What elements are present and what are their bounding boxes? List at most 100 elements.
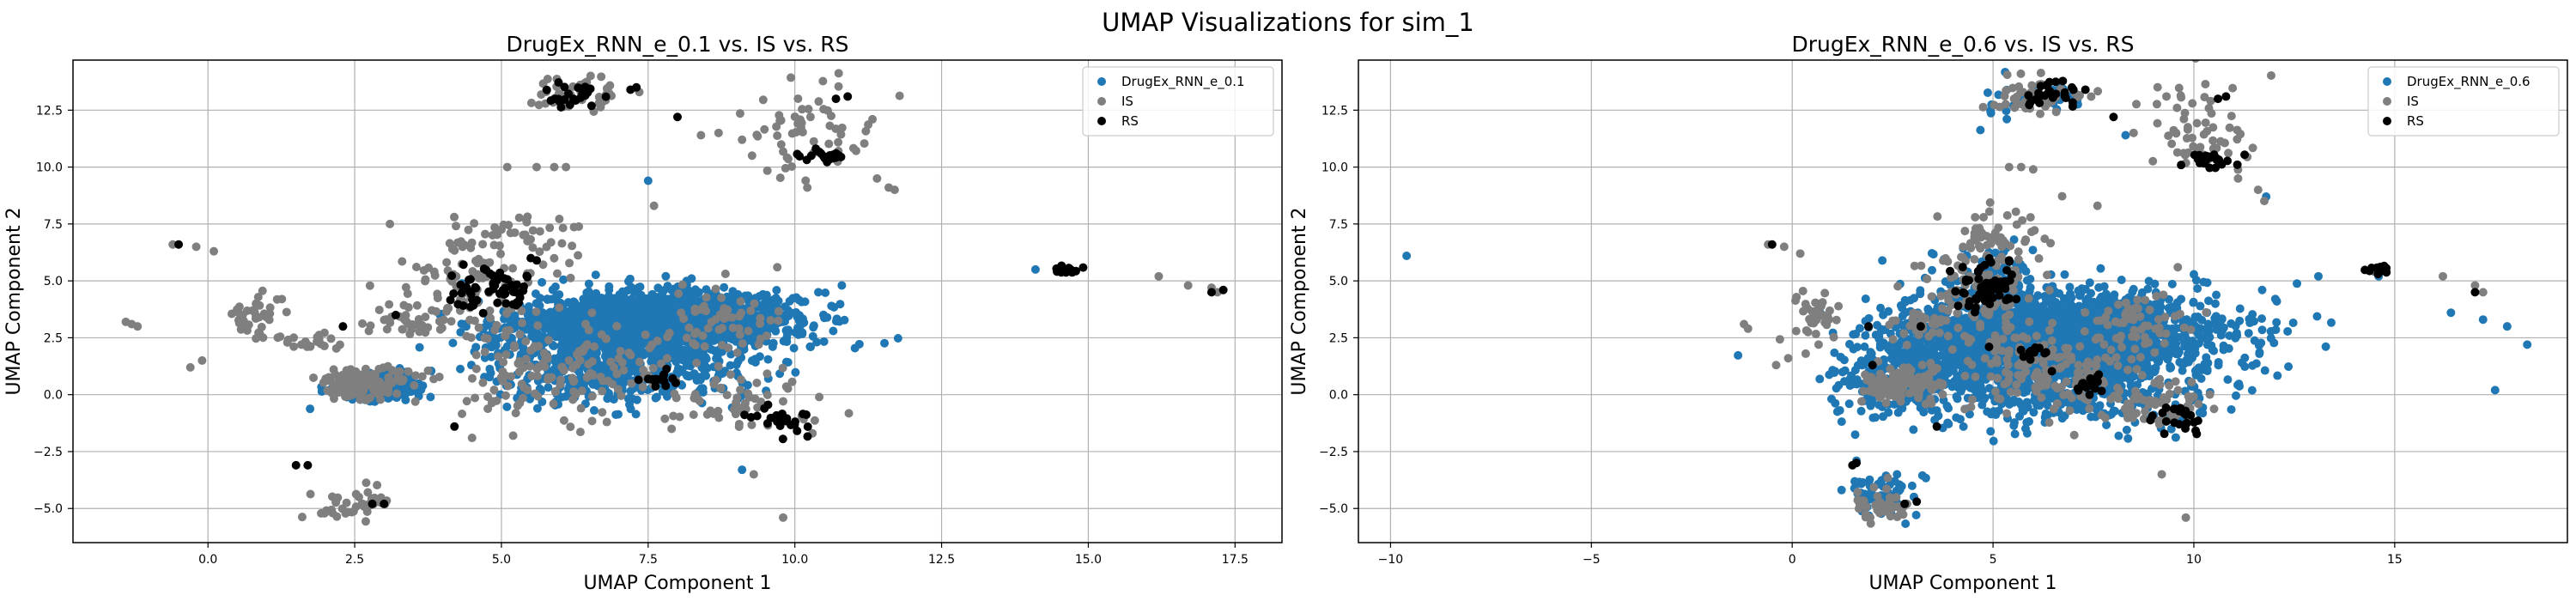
scatter-point — [306, 404, 315, 414]
scatter-point — [815, 392, 824, 402]
scatter-point — [597, 98, 606, 107]
scatter-point — [361, 517, 370, 526]
y-tick-label: −2.5 — [33, 446, 63, 459]
scatter-point — [768, 342, 777, 351]
scatter-point — [2248, 310, 2257, 319]
scatter-point — [1876, 303, 1886, 313]
scatter-point — [391, 310, 400, 319]
scatter-point — [309, 373, 319, 382]
scatter-point — [702, 410, 712, 419]
scatter-point — [558, 223, 568, 233]
x-tick-label: 5.0 — [492, 553, 511, 567]
scatter-point — [775, 111, 784, 120]
scatter-point — [507, 372, 516, 381]
scatter-point — [832, 314, 841, 324]
scatter-point — [386, 219, 395, 228]
scatter-point — [556, 379, 565, 389]
scatter-point — [617, 391, 626, 400]
scatter-point — [736, 385, 745, 395]
scatter-point — [738, 465, 747, 475]
scatter-point — [569, 222, 579, 232]
x-tick-label: 12.5 — [928, 553, 955, 567]
scatter-point — [707, 318, 716, 327]
scatter-point — [614, 410, 623, 419]
scatter-point — [1154, 271, 1163, 281]
scatter-point — [545, 223, 555, 233]
scatter-point — [403, 289, 412, 299]
scatter-point — [554, 94, 563, 104]
scatter-point — [2193, 284, 2202, 294]
scatter-point — [368, 382, 377, 392]
scatter-point — [634, 375, 643, 385]
scatter-point — [648, 363, 658, 373]
scatter-point — [574, 251, 583, 260]
scatter-point — [653, 337, 662, 346]
y-tick-label: 2.5 — [44, 331, 63, 345]
figure-suptitle: UMAP Visualizations for sim_1 — [1102, 8, 1474, 37]
scatter-point — [550, 162, 559, 172]
scatter-point — [627, 282, 636, 292]
scatter-point — [2204, 296, 2214, 306]
scatter-point — [552, 269, 562, 278]
scatter-point — [743, 380, 752, 390]
scatter-point — [837, 123, 847, 132]
series-RS — [174, 78, 1228, 508]
scatter-point — [515, 330, 525, 339]
scatter-point — [191, 242, 201, 252]
scatter-point — [659, 376, 669, 385]
scatter-point — [720, 282, 729, 292]
scatter-point — [732, 393, 742, 403]
scatter-point — [632, 82, 641, 92]
scatter-point — [562, 338, 572, 348]
scatter-point — [671, 393, 681, 403]
scatter-point — [1861, 294, 1870, 304]
scatter-point — [895, 91, 904, 100]
scatter-point — [541, 353, 550, 362]
scatter-point — [258, 286, 267, 295]
legend-label: RS — [1121, 113, 1139, 129]
scatter-point — [687, 313, 696, 323]
scatter-point — [756, 319, 765, 328]
scatter-point — [600, 323, 610, 332]
scatter-point — [566, 273, 575, 282]
scatter-point — [396, 376, 405, 385]
scatter-point — [404, 367, 413, 376]
scatter-point — [790, 112, 799, 121]
scatter-point — [758, 95, 768, 105]
scatter-point — [502, 402, 512, 411]
scatter-point — [787, 377, 797, 386]
scatter-point — [791, 367, 800, 377]
scatter-point — [2326, 318, 2336, 327]
scatter-point — [430, 270, 440, 280]
scatter-point — [720, 270, 730, 279]
scatter-point — [732, 348, 742, 357]
scatter-point — [844, 409, 854, 418]
scatter-point — [793, 426, 802, 435]
scatter-point — [185, 362, 195, 372]
scatter-point — [747, 420, 756, 429]
scatter-point — [602, 417, 611, 427]
scatter-point — [568, 241, 577, 251]
scatter-point — [532, 307, 541, 317]
scatter-point — [550, 282, 560, 292]
scatter-point — [534, 100, 544, 110]
scatter-point — [649, 201, 659, 210]
scatter-point — [639, 365, 648, 374]
y-tick-label: 12.5 — [36, 104, 63, 118]
scatter-point — [562, 162, 571, 172]
scatter-point — [250, 307, 259, 317]
scatter-point — [458, 410, 467, 419]
scatter-point — [576, 404, 586, 413]
scatter-point — [574, 83, 583, 93]
scatter-point — [880, 338, 890, 348]
scatter-point — [628, 300, 637, 310]
scatter-point — [289, 342, 299, 351]
scatter-point — [341, 508, 350, 518]
scatter-point — [361, 364, 370, 373]
scatter-point — [627, 379, 636, 388]
scatter-point — [304, 341, 313, 350]
scatter-point — [711, 284, 720, 294]
scatter-point — [781, 163, 790, 173]
scatter-point — [566, 422, 575, 432]
